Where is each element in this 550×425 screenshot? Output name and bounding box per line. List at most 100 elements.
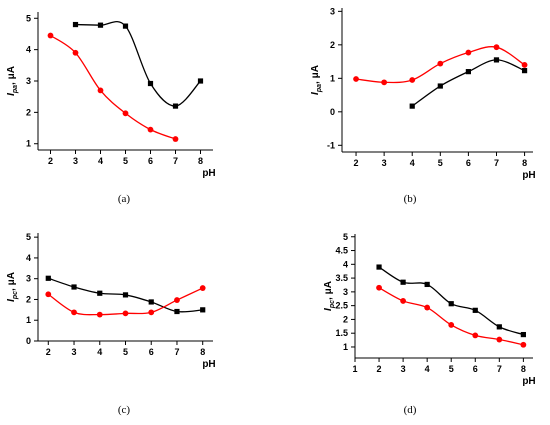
data-point-circle: [472, 332, 479, 339]
data-point-circle: [465, 49, 472, 56]
data-point-circle: [174, 297, 180, 303]
y-axis-label-unit: , μA: [6, 272, 17, 291]
x-tick-label: 7: [174, 347, 179, 357]
panel-c: 2 3 4 5 6 7 8 0 1 2 3 4 5 pH Ipc, μA (c): [6, 232, 216, 416]
y-tick-label: 1: [343, 342, 348, 352]
y-tick-label: 1: [26, 315, 31, 325]
panel-d: 1 2 3 4 5 6 7 8 1 1.5 2 2.5 3 3.5 4 4.5 5 pH Ipc, μA (d): [323, 232, 536, 416]
y-axis-label-main: I: [6, 93, 17, 96]
y-tick-label: 1.5: [335, 328, 348, 338]
data-point-square: [496, 324, 502, 330]
data-point-square: [520, 331, 526, 338]
data-point-circle: [45, 291, 52, 298]
y-axis-label-sub: pa: [316, 84, 323, 93]
data-point-circle: [353, 76, 359, 82]
x-tick-label: 4: [97, 347, 102, 357]
y-axis-label-sub: pc: [12, 291, 19, 300]
y-axis-label: Ipa, μA: [6, 66, 19, 96]
panel-caption: (c): [118, 404, 131, 416]
data-point-square: [521, 68, 528, 74]
y-tick-label: 5: [343, 232, 348, 242]
data-point-circle: [520, 341, 527, 348]
x-tick-label: 8: [522, 158, 527, 168]
data-point-square: [437, 83, 443, 89]
data-point-square: [122, 292, 129, 298]
series-line: [50, 34, 176, 140]
data-point-circle: [437, 60, 444, 67]
data-point-square: [97, 290, 103, 296]
data-point-square: [97, 22, 104, 28]
series-line: [411, 59, 525, 107]
y-axis-label: Ipc, μA: [6, 272, 19, 302]
data-point-square: [200, 307, 206, 313]
y-tick-label: 2: [330, 40, 335, 50]
data-point-square: [122, 23, 129, 29]
data-point-square: [493, 57, 500, 63]
x-tick-label: 7: [494, 158, 499, 168]
data-point-square: [197, 78, 204, 84]
y-axis-label-main: I: [310, 92, 321, 95]
data-point-square: [148, 299, 154, 305]
x-tick-label: 3: [72, 347, 77, 357]
data-point-square: [147, 80, 154, 87]
y-tick-label: 3: [343, 287, 348, 297]
data-point-circle: [47, 32, 54, 39]
data-point-circle: [199, 285, 206, 291]
y-tick-label: 2: [26, 294, 31, 304]
data-point-square: [172, 103, 179, 109]
data-point-square: [448, 301, 454, 307]
data-point-circle: [96, 311, 103, 318]
data-point-circle: [424, 304, 431, 311]
data-point-circle: [97, 87, 104, 94]
x-tick-label: 5: [123, 156, 128, 166]
data-point-circle: [122, 310, 129, 317]
data-point-circle: [376, 284, 382, 291]
data-point-circle: [381, 79, 388, 86]
data-point-circle: [148, 309, 155, 316]
panel-b: 2 3 4 5 6 7 8 -1 0 1 2 3 pH Ipa, μA (b): [310, 6, 536, 205]
x-tick-label: 2: [354, 158, 359, 168]
data-point-circle: [122, 110, 129, 117]
y-tick-label: 4.5: [335, 246, 348, 256]
series-line: [75, 20, 201, 107]
y-tick-label: 2: [343, 314, 348, 324]
data-point-circle: [72, 49, 79, 56]
data-point-square: [71, 284, 77, 290]
data-point-circle: [172, 136, 179, 142]
data-point-circle: [496, 336, 503, 343]
x-tick-label: 3: [401, 364, 406, 374]
x-tick-label: 6: [148, 156, 153, 166]
y-axis-label: Ipa, μA: [310, 65, 323, 95]
panel-caption: (a): [118, 193, 131, 205]
x-tick-label: 3: [73, 156, 78, 166]
x-tick-label: 2: [46, 347, 51, 357]
y-tick-label: 4: [26, 253, 31, 263]
data-point-circle: [448, 322, 455, 328]
data-point-square: [424, 281, 430, 288]
x-tick-label: 3: [382, 158, 387, 168]
x-tick-label: 8: [198, 156, 203, 166]
y-tick-label: 0: [26, 336, 31, 346]
series-line: [378, 287, 524, 346]
data-point-square: [72, 21, 79, 28]
data-point-square: [472, 307, 478, 313]
panel-caption: (d): [404, 404, 417, 416]
y-axis-label-unit: , μA: [310, 65, 321, 84]
y-tick-label: 4: [343, 259, 348, 269]
data-point-circle: [521, 62, 528, 68]
data-point-square: [174, 308, 180, 315]
data-point-circle: [409, 77, 416, 83]
y-axis-label: Ipc, μA: [323, 281, 336, 311]
x-tick-label: 6: [149, 347, 154, 357]
x-tick-label: 1: [352, 364, 357, 374]
y-tick-label: 1: [26, 139, 31, 149]
x-axis-label: pH: [522, 170, 535, 181]
x-tick-label: 8: [200, 347, 205, 357]
y-tick-label: 5: [26, 232, 31, 242]
x-tick-label: 6: [473, 364, 478, 374]
y-axis-label-unit: , μA: [6, 66, 17, 85]
data-point-circle: [71, 309, 77, 316]
y-tick-label: 3: [330, 6, 335, 16]
y-tick-label: 2.5: [335, 301, 348, 311]
x-tick-label: 5: [449, 364, 454, 374]
